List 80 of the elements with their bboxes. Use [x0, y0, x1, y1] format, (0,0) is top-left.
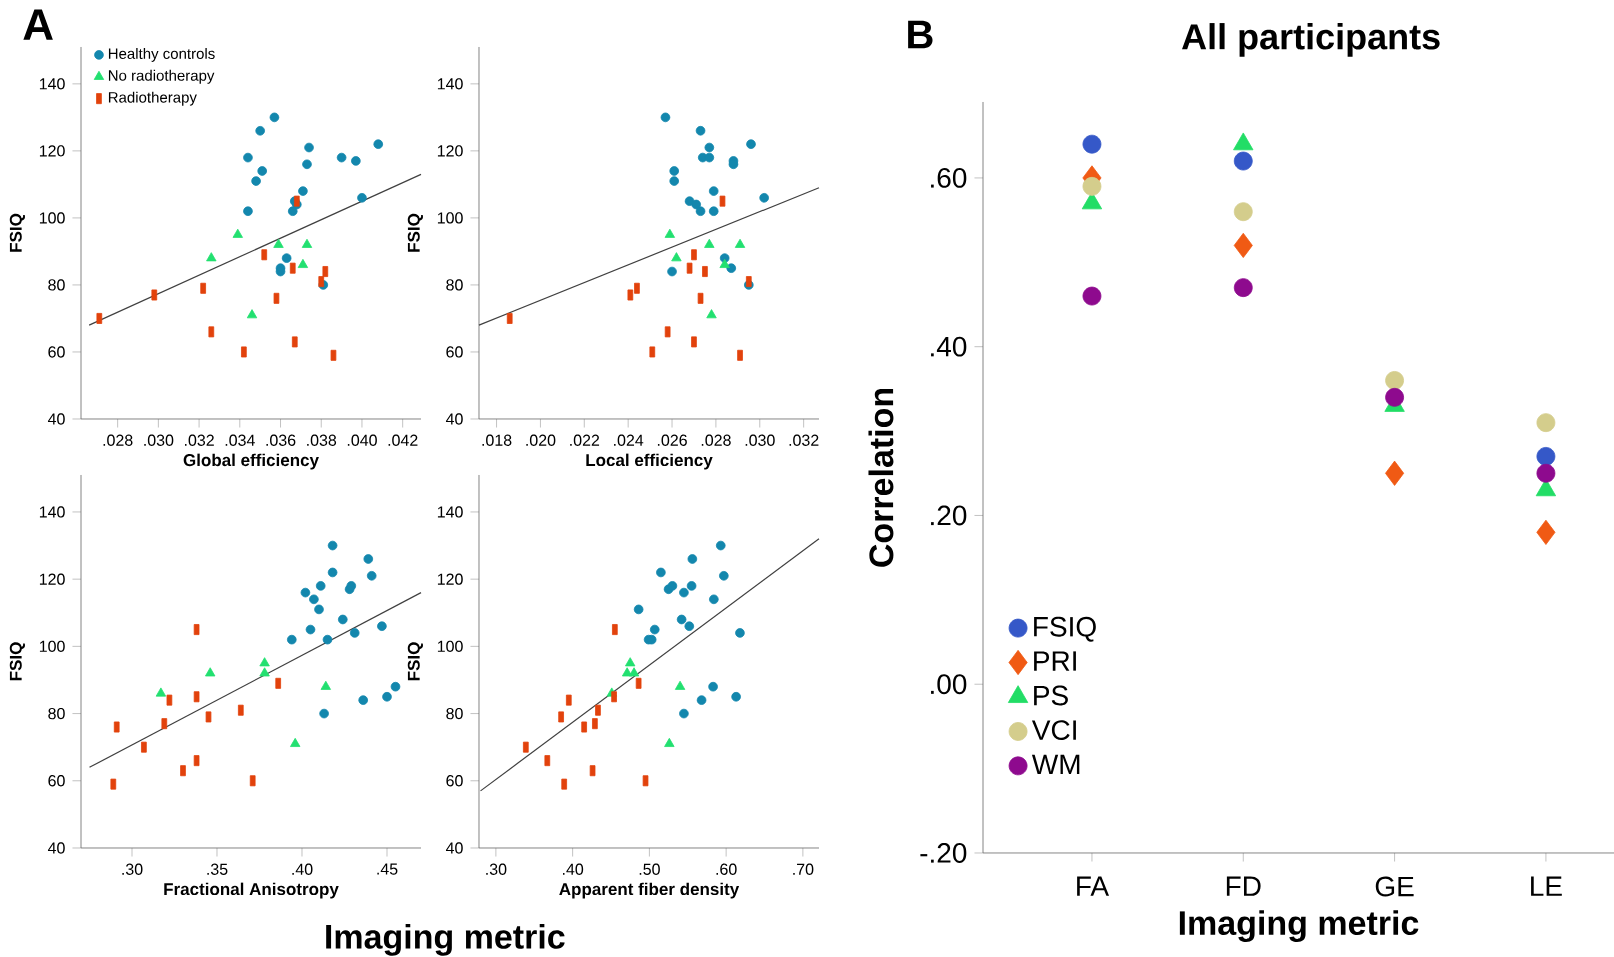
text: B: [908, 20, 933, 49]
x-tick-label: .020: [526, 434, 556, 446]
x-tick-label: .042: [388, 434, 418, 446]
x-tick-label: .40: [292, 863, 313, 875]
x-tick-label: FA: [1077, 876, 1110, 896]
x-tick-label: .036: [266, 434, 296, 446]
x-tick-label: .032: [789, 434, 819, 446]
y-tick-label: 80: [48, 279, 65, 291]
x-tick-label: FD: [1226, 876, 1261, 896]
text: A: [23, 9, 53, 40]
y-tick-label: .00: [931, 674, 967, 695]
x-tick-label: .40: [562, 863, 584, 875]
y-tick-label: -.20: [920, 843, 967, 863]
y-axis-title: FSIQ: [407, 213, 423, 252]
y-tick-label: 40: [445, 413, 463, 425]
x-tick-label: .60: [716, 863, 737, 875]
x-tick-label: .45: [377, 863, 398, 875]
x-tick-label: .028: [103, 434, 133, 446]
x-tick-label: .040: [347, 434, 377, 446]
x-tick-label: .35: [207, 863, 228, 875]
y-tick-label: 80: [446, 279, 463, 291]
y-tick-label: 120: [39, 573, 65, 585]
x-tick-label: .030: [745, 434, 775, 446]
x-tick-label: .024: [614, 434, 644, 446]
y-axis-title: FSIQ: [9, 642, 25, 681]
x-tick-label: LE: [1531, 876, 1562, 896]
x-tick-label: .30: [486, 863, 507, 875]
x-tick-label: .30: [122, 863, 143, 875]
x-axis-title: Imaging metric: [1179, 910, 1419, 942]
y-tick-label: 120: [437, 145, 463, 157]
y-tick-label: .20: [931, 505, 967, 526]
x-tick-label: .026: [657, 434, 687, 446]
y-tick-label: 100: [437, 212, 463, 224]
x-axis-title: Fractional Anisotropy: [164, 882, 339, 899]
legend-label: VCI: [1031, 720, 1076, 741]
y-tick-label: 80: [48, 707, 65, 720]
legend-label: Healthy controls: [108, 47, 215, 62]
y-tick-label: 60: [48, 346, 65, 358]
y-tick-label: .60: [931, 168, 967, 188]
y-axis-title: Correlation: [868, 388, 894, 567]
legend-label: PS: [1034, 685, 1068, 706]
y-tick-label: 100: [39, 640, 65, 653]
x-tick-label: .032: [184, 434, 214, 446]
legend-label: WM: [1031, 754, 1080, 774]
y-tick-label: 120: [39, 145, 65, 157]
legend-label: Radiotherapy: [108, 91, 197, 106]
text: Imaging metric: [326, 923, 565, 956]
y-tick-label: .40: [931, 336, 967, 357]
x-tick-label: .018: [482, 434, 512, 446]
legend-label: FSIQ: [1034, 616, 1096, 642]
y-tick-label: 60: [446, 346, 463, 358]
y-tick-label: 60: [446, 775, 463, 787]
y-tick-label: 40: [47, 413, 65, 425]
x-tick-label: .028: [701, 434, 731, 446]
y-tick-label: 40: [47, 842, 65, 854]
x-tick-label: GE: [1375, 876, 1414, 897]
y-tick-label: 40: [445, 842, 463, 854]
y-tick-label: 80: [446, 707, 463, 720]
x-tick-label: .030: [144, 434, 174, 446]
y-tick-label: 140: [437, 78, 463, 90]
y-tick-label: 60: [48, 775, 65, 787]
y-axis-title: FSIQ: [407, 642, 423, 681]
y-axis-title: FSIQ: [9, 213, 25, 252]
x-tick-label: .50: [639, 863, 660, 875]
x-axis-title: Apparent fiber density: [559, 882, 740, 899]
x-tick-label: .034: [225, 434, 255, 446]
y-tick-label: 100: [437, 640, 463, 653]
y-tick-label: 120: [437, 573, 463, 585]
legend-label: PRI: [1034, 651, 1076, 671]
x-axis-title: Global efficiency: [183, 453, 319, 470]
legend-label: No radiotherapy: [108, 69, 215, 84]
chart-title: All participants: [1182, 23, 1440, 57]
x-axis-title: Local efficiency: [586, 453, 713, 470]
y-tick-label: 100: [39, 212, 65, 224]
x-tick-label: .022: [570, 434, 600, 446]
x-tick-label: .038: [307, 434, 337, 446]
y-tick-label: 140: [39, 78, 65, 90]
x-tick-label: .70: [793, 863, 814, 875]
y-tick-label: 140: [39, 506, 65, 518]
y-tick-label: 140: [437, 506, 463, 518]
